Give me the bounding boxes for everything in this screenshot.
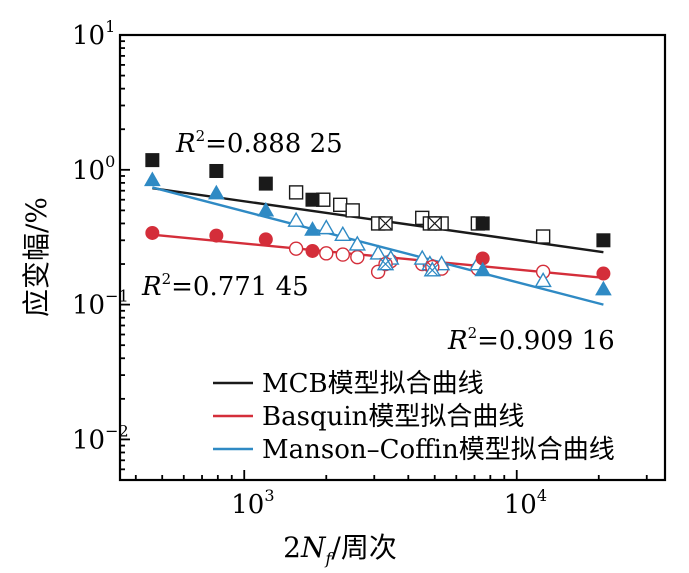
data-point-manson-coffin-crossed-cross (379, 257, 392, 271)
data-point-basquin-filled (305, 243, 320, 258)
data-point-mcb-open (288, 185, 304, 200)
data-point-basquin-filled (596, 266, 611, 281)
data-point-basquin-open (335, 247, 351, 262)
data-point-manson-coffin-crossed (376, 255, 395, 271)
data-point-basquin-open (319, 246, 334, 261)
y-tick-label: 10−2 (72, 421, 129, 455)
data-point-manson-coffin-filled (144, 171, 161, 187)
data-point-mcb-crossed-cross (428, 217, 441, 230)
legend-label-manson-coffin: Manson–Coffin模型拟合曲线 (262, 435, 615, 465)
plot-frame (118, 33, 667, 482)
data-point-manson-coffin-filled (208, 184, 225, 200)
y-axis-label: 应变幅/% (20, 197, 53, 317)
data-point-manson-coffin-open (534, 271, 552, 288)
data-point-manson-coffin-open (348, 235, 367, 251)
data-point-mcb-filled (305, 192, 320, 207)
r2-annotation-mcb: R2=0.888 25 (175, 127, 343, 159)
data-point-basquin-open (350, 249, 365, 265)
data-point-basquin-open (288, 241, 304, 256)
data-point-mcb-open (345, 203, 360, 218)
data-point-mcb-filled (475, 216, 490, 231)
r2-annotation-basquin: R2=0.771 45 (141, 270, 309, 302)
data-point-mcb-filled (209, 163, 224, 178)
data-point-manson-coffin-crossed (423, 261, 442, 277)
y-tick-label: 10−1 (72, 287, 129, 321)
data-point-manson-coffin-open (334, 225, 352, 242)
x-tick-label: 104 (504, 486, 547, 520)
data-point-mcb-filled (145, 153, 160, 168)
data-point-manson-coffin-open (413, 249, 431, 265)
data-point-manson-coffin-filled (257, 201, 275, 217)
data-point-mcb-filled (596, 233, 611, 248)
y-tick-label: 100 (72, 152, 115, 186)
x-axis-label: 2Nf/周次 (283, 531, 397, 568)
legend-label-mcb: MCB模型拟合曲线 (262, 369, 484, 399)
data-point-mcb-filled (258, 176, 273, 191)
data-point-manson-coffin-filled (474, 261, 492, 277)
data-point-mcb-open (535, 229, 551, 244)
legend-label-basquin: Basquin模型拟合曲线 (262, 402, 524, 432)
data-point-basquin-filled (209, 228, 224, 243)
data-point-manson-coffin-open (369, 244, 387, 260)
data-point-manson-coffin-crossed-cross (426, 263, 439, 277)
r2-annotation-manson-coffin: R2=0.909 16 (447, 324, 615, 356)
data-point-mcb-crossed-cross (379, 217, 392, 230)
y-tick-label: 101 (72, 17, 115, 51)
data-point-mcb-open (333, 197, 348, 213)
data-point-manson-coffin-open (317, 219, 335, 235)
x-tick-label: 103 (231, 486, 274, 520)
data-point-manson-coffin-open (287, 211, 305, 227)
data-point-manson-coffin-filled (304, 221, 321, 236)
data-point-basquin-filled (258, 232, 273, 247)
data-point-manson-coffin-filled (595, 280, 612, 296)
legend: MCB模型拟合曲线 Basquin模型拟合曲线 Manson–Coffin模型拟… (213, 369, 615, 465)
data-point-basquin-filled (145, 225, 160, 240)
